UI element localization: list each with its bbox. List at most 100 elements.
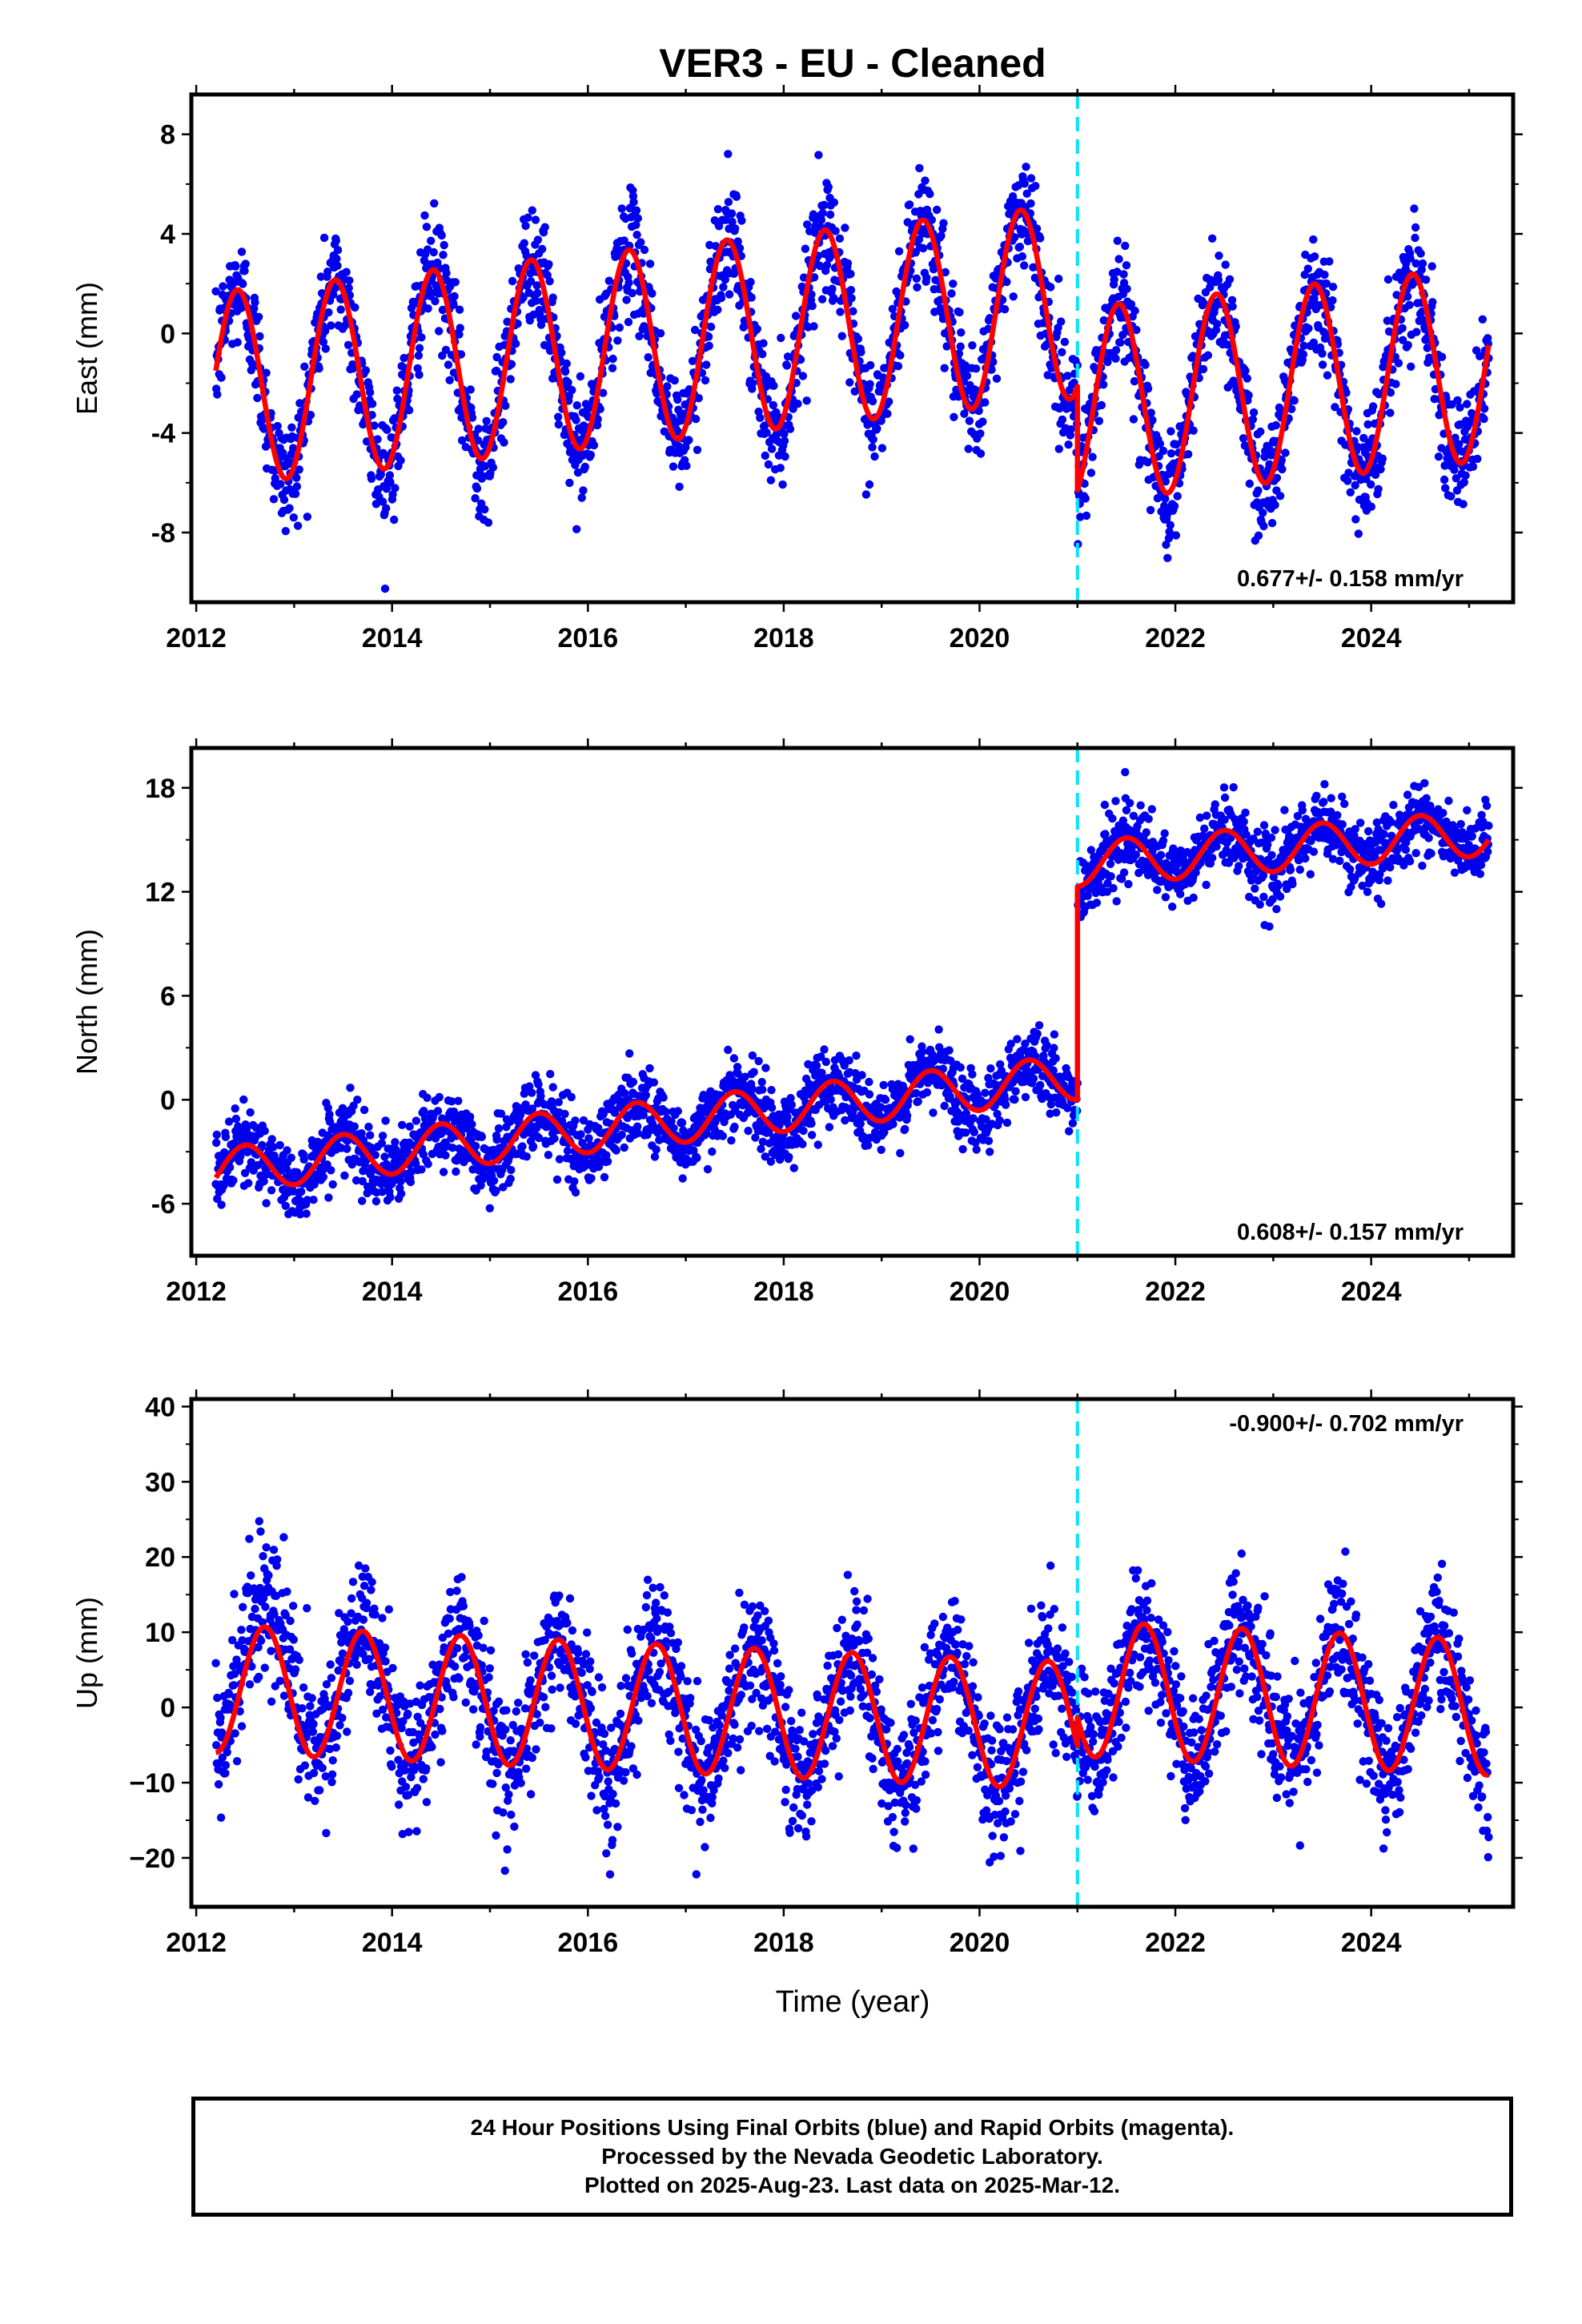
data-point [937,231,946,240]
data-point [947,289,956,298]
data-point [1203,811,1211,820]
data-point [587,1174,596,1183]
data-point [960,409,969,418]
data-point [415,370,424,380]
data-point [853,334,863,344]
data-point [1058,348,1066,356]
data-point [1459,500,1468,509]
data-point [1453,396,1462,405]
data-point [545,277,554,286]
x-tick-label: 2012 [166,623,227,653]
data-point [1376,464,1385,474]
data-point [1259,892,1268,902]
data-point [893,362,903,371]
data-point [255,332,264,341]
data-point [966,1063,975,1073]
data-point [420,1107,428,1116]
data-point [221,1132,231,1142]
data-point [531,1071,540,1080]
data-point [930,308,939,316]
data-point [1368,402,1378,411]
data-point [949,279,958,288]
data-point [941,267,950,277]
data-point [1416,249,1425,258]
data-point [636,238,645,247]
data-point [343,1144,351,1153]
y-axis-label: East (mm) [70,282,103,415]
data-point [378,497,387,506]
data-point [1126,798,1134,807]
data-point [1031,182,1040,191]
data-point [761,421,769,430]
data-point [448,1144,457,1152]
data-point [769,381,778,390]
data-point [678,1174,687,1183]
data-point [713,305,722,314]
data-point [211,287,220,296]
data-point [533,235,543,244]
data-point [902,1112,912,1120]
data-points [211,768,1493,1219]
data-point [865,380,874,388]
data-point [825,254,834,263]
data-point [912,274,921,283]
data-point [1164,533,1174,543]
data-point [380,584,390,593]
data-point [1211,800,1220,809]
data-point [659,1093,668,1102]
data-point [1304,324,1313,333]
data-point [435,1092,444,1102]
data-point [237,247,247,256]
data-point [955,308,964,317]
data-point [391,484,400,493]
data-point [950,412,958,421]
data-point [1122,284,1131,293]
data-point [267,1135,276,1144]
data-point [724,150,733,159]
data-point [1434,452,1443,461]
data-point [345,276,354,285]
data-point [1225,275,1235,283]
data-point [1371,470,1380,479]
data-point [528,1104,536,1113]
data-point [746,278,755,287]
data-point [969,1114,978,1123]
data-point [1323,371,1332,380]
data-point [864,1141,873,1150]
data-point [956,342,965,351]
data-point [754,1056,763,1066]
data-point [1343,476,1352,485]
data-point [422,223,432,231]
data-point [603,1157,612,1166]
data-point [303,1196,312,1204]
data-point [639,1111,648,1120]
data-point [624,278,633,287]
data-point [1299,341,1308,350]
data-point [468,1120,476,1129]
data-point [791,312,801,320]
data-point [1299,350,1308,359]
data-point [825,1123,834,1132]
data-point [737,216,746,225]
data-point [785,424,795,433]
data-point [669,1124,678,1133]
data-point [219,1181,228,1190]
data-point [327,321,335,330]
data-point [828,284,837,293]
data-point [593,415,602,424]
data-point [868,443,877,452]
data-point [677,1118,687,1128]
data-point [1478,315,1488,324]
data-point [1437,352,1447,361]
data-point [793,400,802,408]
data-point [1143,458,1152,467]
data-point [579,1116,588,1125]
data-point [978,417,987,426]
data-point [1191,868,1200,877]
data-point [333,246,343,255]
data-point [694,394,703,403]
data-point [1166,521,1175,529]
data-point [544,1151,553,1160]
data-point [1189,893,1198,903]
data-point [809,322,818,331]
